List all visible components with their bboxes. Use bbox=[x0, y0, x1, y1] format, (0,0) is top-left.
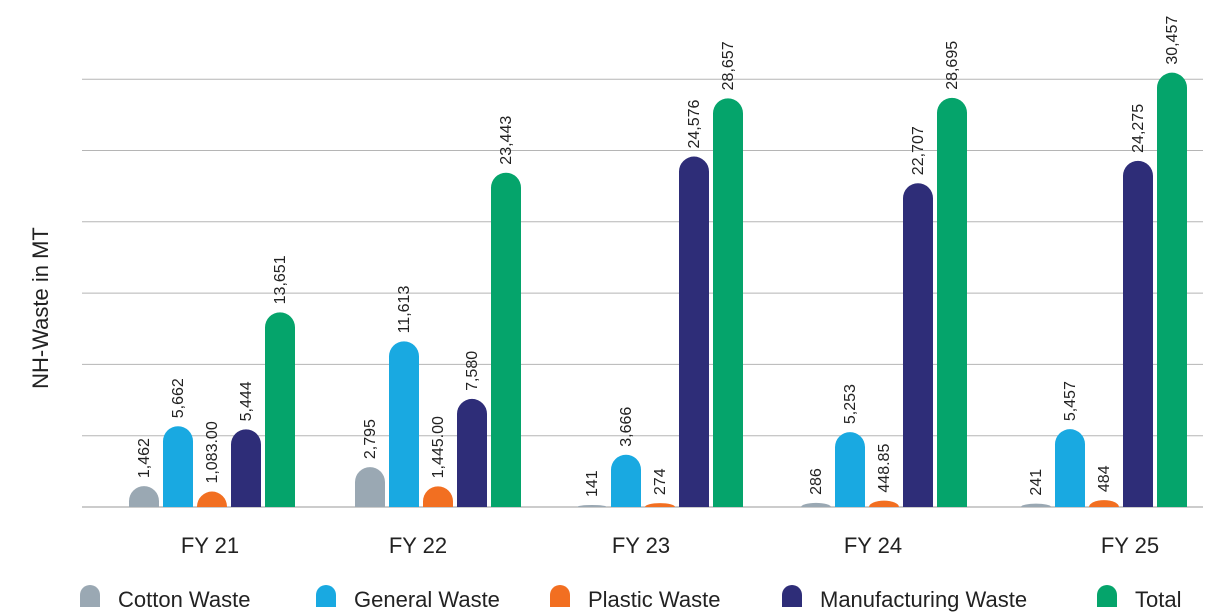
data-label: 13,651 bbox=[272, 255, 289, 304]
legend-item-plastic-waste: Plastic Waste bbox=[550, 585, 720, 612]
bar-plastic-waste-fy-22 bbox=[423, 486, 453, 507]
legend: Cotton Waste General Waste Plastic Waste Ma… bbox=[80, 585, 1181, 612]
x-tick-label: FY 21 bbox=[181, 533, 239, 558]
legend-label: Cotton Waste bbox=[118, 587, 250, 612]
x-tick-label: FY 25 bbox=[1101, 533, 1159, 558]
bar-total-fy-23 bbox=[713, 98, 743, 507]
data-label: 286 bbox=[808, 468, 825, 495]
data-label: 5,253 bbox=[842, 384, 859, 424]
data-label: 23,443 bbox=[498, 116, 515, 165]
data-label: 7,580 bbox=[464, 351, 481, 391]
data-label: 1,083.00 bbox=[204, 421, 221, 483]
legend-swatch bbox=[1097, 585, 1117, 607]
bar-general-waste-fy-22 bbox=[389, 341, 419, 507]
bar-cotton-waste-fy-24 bbox=[801, 502, 831, 507]
data-label: 484 bbox=[1096, 465, 1113, 492]
bar-manufacturing-waste-fy-23 bbox=[679, 156, 709, 507]
legend-swatch bbox=[550, 585, 570, 607]
bar-cotton-waste-fy-21 bbox=[129, 486, 159, 507]
legend-swatch bbox=[316, 585, 336, 607]
bar-plastic-waste-fy-21 bbox=[197, 491, 227, 507]
data-labels: 1,462 2,795 141 286 241 5,662 11,613 3,666 5,253… bbox=[136, 16, 1181, 497]
bar-plastic-waste-fy-24 bbox=[869, 500, 899, 507]
bars bbox=[129, 72, 1187, 508]
bar-cotton-waste-fy-25 bbox=[1021, 503, 1051, 507]
bar-manufacturing-waste-fy-22 bbox=[457, 398, 487, 507]
data-label: 28,695 bbox=[944, 41, 961, 90]
legend-label: Manufacturing Waste bbox=[820, 587, 1027, 612]
data-label: 141 bbox=[584, 470, 601, 497]
bar-manufacturing-waste-fy-24 bbox=[903, 183, 933, 508]
data-label: 1,445.00 bbox=[430, 416, 447, 478]
data-label: 448.85 bbox=[876, 444, 893, 493]
x-tick-label: FY 24 bbox=[844, 533, 902, 558]
x-tick-label: FY 23 bbox=[612, 533, 670, 558]
bar-total-fy-22 bbox=[491, 172, 521, 508]
bar-total-fy-24 bbox=[937, 97, 967, 507]
bar-manufacturing-waste-fy-25 bbox=[1123, 160, 1153, 508]
data-label: 241 bbox=[1028, 469, 1045, 496]
bar-plastic-waste-fy-23 bbox=[645, 503, 675, 507]
legend-label: Plastic Waste bbox=[588, 587, 720, 612]
bar-manufacturing-waste-fy-21 bbox=[231, 429, 261, 507]
data-label: 2,795 bbox=[362, 419, 379, 459]
data-label: 24,576 bbox=[686, 100, 703, 149]
legend-item-total: Total bbox=[1097, 585, 1181, 612]
legend-item-manufacturing-waste: Manufacturing Waste bbox=[782, 585, 1027, 612]
data-label: 274 bbox=[652, 468, 669, 495]
data-label: 1,462 bbox=[136, 438, 153, 478]
legend-swatch bbox=[80, 585, 100, 607]
x-tick-label: FY 22 bbox=[389, 533, 447, 558]
data-label: 30,457 bbox=[1164, 16, 1181, 65]
legend-item-general-waste: General Waste bbox=[316, 585, 500, 612]
data-label: 11,613 bbox=[396, 286, 413, 334]
bar-total-fy-25 bbox=[1157, 72, 1187, 507]
bar-cotton-waste-fy-22 bbox=[355, 467, 385, 507]
data-label: 3,666 bbox=[618, 407, 635, 447]
data-label: 5,662 bbox=[170, 378, 187, 418]
bar-general-waste-fy-23 bbox=[611, 454, 641, 507]
bar-general-waste-fy-25 bbox=[1055, 429, 1085, 507]
x-axis: FY 21 FY 22 FY 23 FY 24 FY 25 bbox=[181, 533, 1159, 558]
data-label: 28,657 bbox=[720, 41, 737, 90]
data-label: 24,275 bbox=[1130, 104, 1147, 153]
data-label: 5,457 bbox=[1062, 381, 1079, 421]
bar-plastic-waste-fy-25 bbox=[1089, 500, 1119, 507]
data-label: 22,707 bbox=[910, 126, 927, 175]
bar-general-waste-fy-21 bbox=[163, 426, 193, 507]
legend-swatch bbox=[782, 585, 802, 607]
data-label: 5,444 bbox=[238, 381, 255, 421]
legend-item-cotton-waste: Cotton Waste bbox=[80, 585, 250, 612]
bar-general-waste-fy-24 bbox=[835, 432, 865, 507]
bar-total-fy-21 bbox=[265, 312, 295, 507]
legend-label: General Waste bbox=[354, 587, 500, 612]
y-axis-label: NH-Waste in MT bbox=[28, 227, 53, 389]
legend-label: Total bbox=[1135, 587, 1181, 612]
bar-cotton-waste-fy-23 bbox=[577, 504, 607, 507]
